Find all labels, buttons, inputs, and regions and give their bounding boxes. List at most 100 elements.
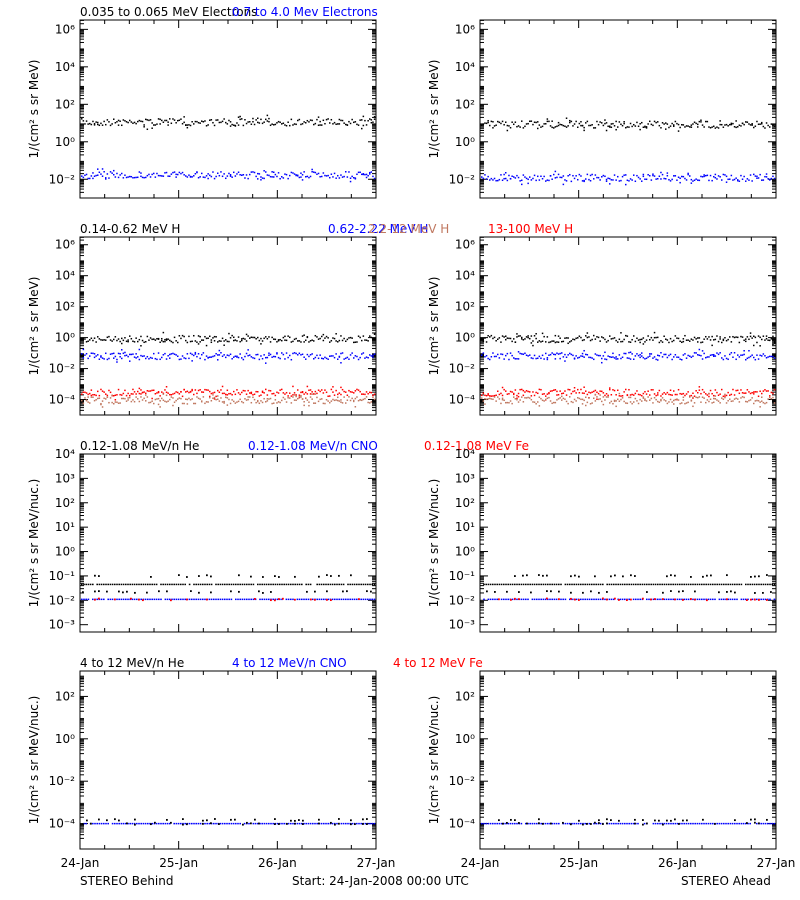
data-point bbox=[202, 391, 205, 393]
data-point bbox=[668, 822, 670, 825]
data-point bbox=[241, 339, 243, 342]
data-point bbox=[481, 397, 483, 399]
data-point bbox=[153, 352, 155, 355]
data-point bbox=[769, 396, 771, 399]
data-point bbox=[685, 393, 688, 395]
data-point bbox=[162, 354, 165, 356]
data-point bbox=[729, 178, 731, 180]
data-point bbox=[366, 823, 368, 825]
data-point bbox=[297, 354, 299, 356]
data-point bbox=[754, 575, 756, 578]
data-point bbox=[514, 121, 517, 123]
data-point bbox=[116, 361, 118, 363]
data-point bbox=[533, 335, 536, 337]
data-point bbox=[509, 352, 512, 354]
data-point bbox=[239, 398, 241, 401]
data-point bbox=[665, 128, 667, 130]
data-point bbox=[356, 355, 358, 358]
data-point bbox=[653, 175, 656, 177]
data-point bbox=[362, 583, 365, 586]
data-point bbox=[127, 121, 129, 124]
data-point bbox=[340, 822, 343, 825]
data-point bbox=[343, 390, 345, 393]
data-point bbox=[581, 392, 584, 394]
data-point bbox=[663, 353, 665, 356]
data-point bbox=[557, 341, 560, 343]
data-point bbox=[169, 118, 171, 120]
data-point bbox=[677, 337, 680, 340]
data-point bbox=[170, 122, 173, 125]
data-point bbox=[338, 574, 340, 577]
data-point bbox=[551, 402, 553, 405]
data-point bbox=[185, 124, 187, 126]
data-point bbox=[690, 583, 692, 586]
data-point bbox=[717, 127, 720, 129]
data-point bbox=[307, 583, 310, 586]
data-point bbox=[751, 354, 753, 356]
data-point bbox=[543, 123, 545, 125]
data-point bbox=[644, 391, 646, 393]
data-point bbox=[597, 336, 600, 339]
data-point bbox=[133, 391, 136, 393]
data-point bbox=[679, 126, 681, 129]
data-point bbox=[545, 395, 547, 397]
data-point bbox=[753, 583, 756, 586]
data-point bbox=[309, 175, 312, 178]
data-point bbox=[245, 122, 248, 125]
data-point bbox=[164, 822, 167, 825]
data-point bbox=[516, 398, 518, 401]
data-point bbox=[585, 390, 587, 392]
data-point bbox=[633, 335, 635, 337]
data-point bbox=[289, 336, 291, 339]
data-point bbox=[136, 822, 138, 825]
data-point bbox=[685, 125, 688, 127]
data-point bbox=[90, 396, 93, 398]
data-point bbox=[191, 121, 193, 123]
data-point bbox=[271, 176, 273, 178]
data-point bbox=[527, 178, 529, 181]
data-point bbox=[773, 177, 776, 180]
data-point bbox=[165, 338, 168, 340]
data-point bbox=[516, 125, 518, 128]
data-point bbox=[287, 822, 290, 825]
data-point bbox=[718, 591, 720, 594]
data-point bbox=[518, 583, 520, 586]
data-point bbox=[662, 591, 664, 594]
data-point bbox=[628, 357, 630, 360]
data-point bbox=[482, 123, 485, 125]
data-point bbox=[250, 598, 252, 601]
data-point bbox=[717, 400, 720, 402]
data-point bbox=[245, 333, 248, 336]
data-point bbox=[116, 121, 118, 123]
data-point bbox=[261, 357, 264, 360]
data-point bbox=[679, 392, 681, 395]
data-point bbox=[217, 389, 219, 392]
data-point bbox=[329, 401, 331, 404]
data-point bbox=[497, 338, 499, 341]
data-point bbox=[642, 126, 645, 129]
data-point bbox=[301, 822, 303, 825]
data-point bbox=[676, 393, 678, 396]
data-point bbox=[105, 177, 107, 179]
data-point bbox=[697, 354, 699, 356]
data-point bbox=[736, 598, 738, 601]
data-point bbox=[745, 340, 747, 343]
data-point bbox=[623, 400, 625, 403]
data-point bbox=[92, 822, 94, 825]
data-point bbox=[197, 822, 200, 825]
data-point bbox=[645, 357, 648, 360]
data-point bbox=[364, 119, 366, 122]
data-point bbox=[773, 125, 776, 128]
data-point bbox=[308, 121, 310, 123]
data-point bbox=[687, 598, 690, 601]
data-point bbox=[508, 401, 510, 404]
data-point bbox=[637, 402, 640, 405]
data-point bbox=[186, 823, 188, 826]
data-point bbox=[149, 176, 152, 178]
data-point bbox=[713, 397, 715, 400]
data-point bbox=[772, 355, 774, 358]
data-point bbox=[569, 388, 571, 391]
data-point bbox=[754, 358, 757, 361]
data-point bbox=[769, 339, 771, 342]
data-point bbox=[762, 125, 765, 128]
